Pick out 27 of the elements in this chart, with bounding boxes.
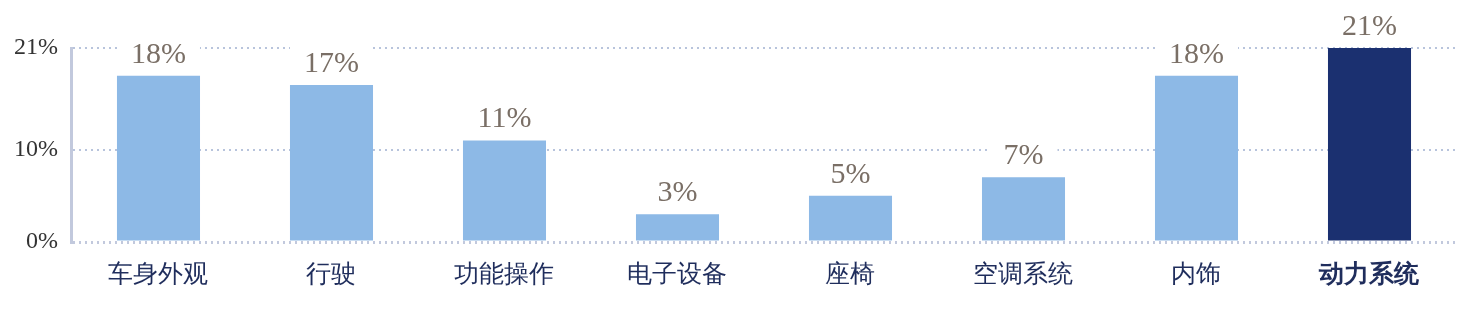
x-tick-label: 座椅: [825, 258, 876, 288]
x-tick-label: 动力系统: [1318, 258, 1421, 288]
bar: [635, 214, 720, 241]
bar: [981, 177, 1066, 241]
bar: [1327, 48, 1412, 241]
y-tick-label: 0%: [25, 227, 58, 254]
y-tick-label: 21%: [13, 33, 58, 60]
bar: [808, 195, 893, 241]
bar: [289, 84, 374, 241]
data-label: 11%: [477, 100, 532, 134]
data-label: 7%: [1003, 137, 1044, 171]
bar: [462, 140, 547, 241]
x-tick-label: 行驶: [306, 258, 357, 288]
x-tick-label: 电子设备: [627, 258, 728, 288]
data-label: 17%: [303, 44, 359, 78]
y-tick-label: 10%: [13, 134, 58, 161]
bar: [116, 75, 201, 241]
data-label: 21%: [1342, 7, 1397, 41]
x-tick-label: 功能操作: [454, 258, 555, 288]
data-label: 18%: [1169, 35, 1224, 69]
x-tick-label: 车身外观: [108, 258, 209, 288]
x-tick-label: 内饰: [1171, 258, 1222, 288]
x-tick-label: 空调系统: [973, 258, 1074, 288]
data-label: 5%: [830, 155, 871, 189]
bar: [1154, 75, 1239, 241]
data-label: 18%: [130, 35, 186, 69]
data-label: 3%: [657, 174, 698, 208]
